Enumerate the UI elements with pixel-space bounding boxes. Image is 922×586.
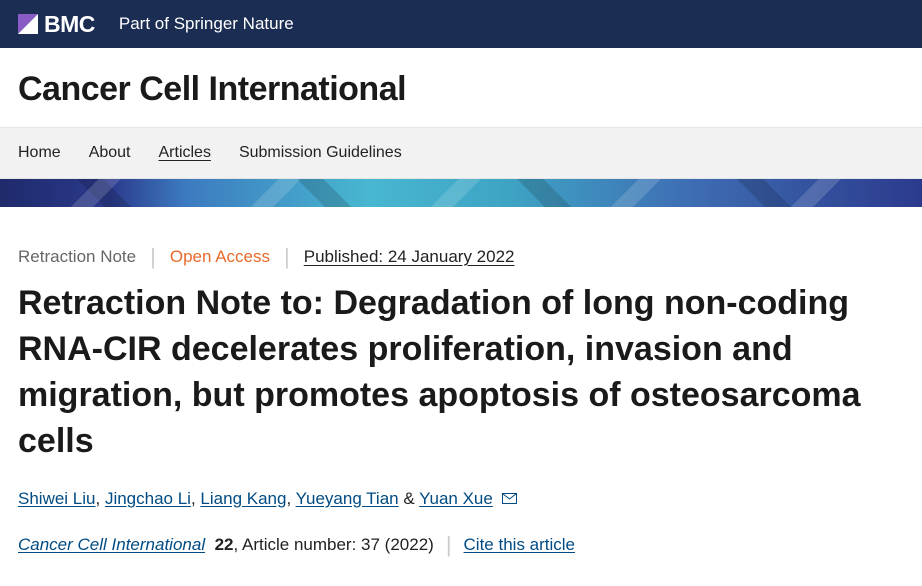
author-list: Shiwei Liu, Jingchao Li, Liang Kang, Yue…: [18, 489, 904, 509]
bmc-logo[interactable]: BMC: [18, 11, 95, 38]
bmc-logo-text: BMC: [44, 11, 95, 38]
article-title: Retraction Note to: Degradation of long …: [18, 281, 904, 465]
tab-articles[interactable]: Articles: [159, 144, 211, 162]
author-link[interactable]: Yueyang Tian: [296, 489, 399, 508]
tab-submission[interactable]: Submission Guidelines: [239, 144, 402, 162]
author-link[interactable]: Liang Kang: [200, 489, 286, 508]
publisher-strip: BMC Part of Springer Nature: [0, 0, 922, 48]
corresponding-author-icon[interactable]: [502, 489, 517, 509]
main-nav: Home About Articles Submission Guideline…: [0, 127, 922, 179]
article-type: Retraction Note: [18, 247, 136, 267]
journal-link[interactable]: Cancer Cell International: [18, 535, 205, 554]
published-date[interactable]: Published: 24 January 2022: [304, 247, 515, 267]
cite-this-article-link[interactable]: Cite this article: [464, 535, 575, 555]
citation-row: Cancer Cell International 22, Article nu…: [18, 535, 904, 555]
citation-volume: 22: [215, 535, 234, 554]
author-link[interactable]: Jingchao Li: [105, 489, 191, 508]
citation-info: , Article number: 37 (2022): [233, 535, 433, 554]
bmc-logo-mark-icon: [18, 14, 38, 34]
decorative-banner: [0, 179, 922, 207]
article: Retraction Note | Open Access | Publishe…: [0, 207, 922, 565]
open-access-badge: Open Access: [170, 247, 270, 267]
journal-title[interactable]: Cancer Cell International: [18, 70, 904, 109]
author-link[interactable]: Shiwei Liu: [18, 489, 96, 508]
citation-text: Cancer Cell International 22, Article nu…: [18, 535, 434, 555]
author-link[interactable]: Yuan Xue: [419, 489, 493, 508]
publisher-tagline: Part of Springer Nature: [119, 14, 294, 34]
tab-about[interactable]: About: [89, 144, 131, 162]
journal-header: Cancer Cell International: [0, 48, 922, 127]
article-meta-row: Retraction Note | Open Access | Publishe…: [18, 247, 904, 267]
tab-home[interactable]: Home: [18, 144, 61, 162]
